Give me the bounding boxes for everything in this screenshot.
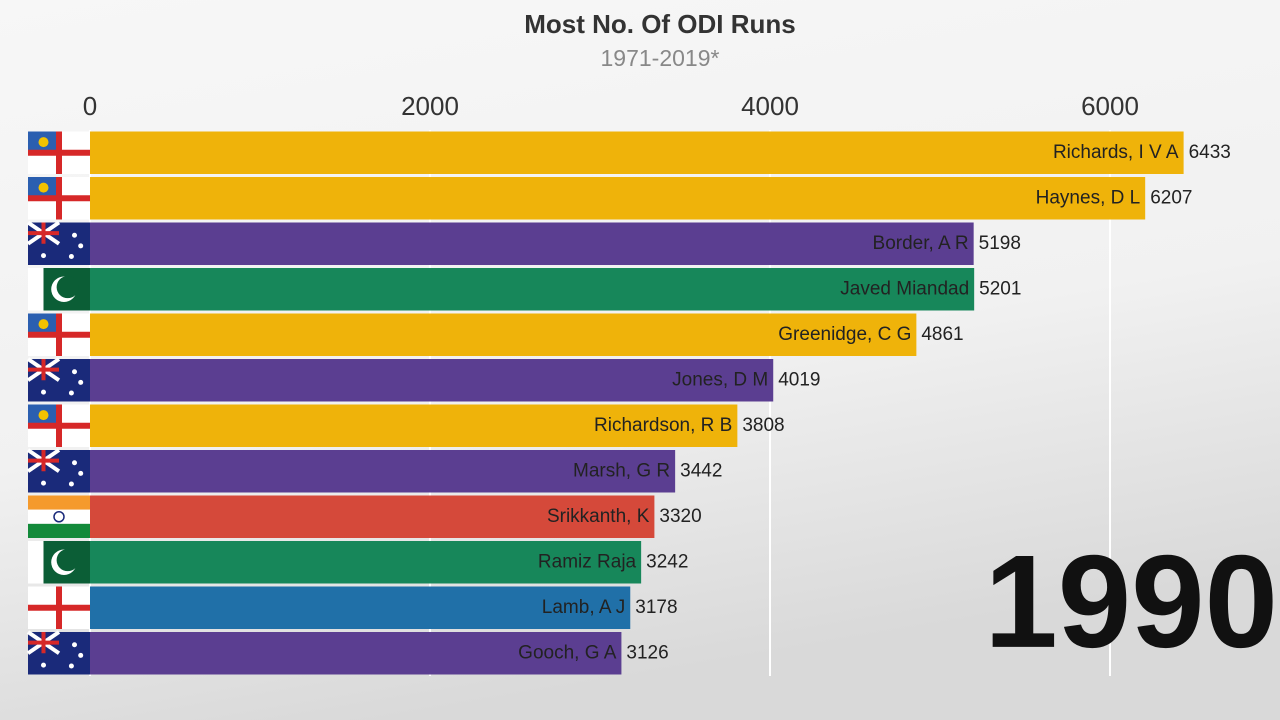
flag (28, 541, 90, 584)
value-label: 5198 (979, 233, 1021, 254)
bar-name: Marsh, G R (573, 460, 670, 481)
flag (26, 448, 90, 493)
flag-part (28, 523, 90, 538)
value-label: 3808 (742, 415, 784, 436)
bar (90, 313, 917, 356)
flag-part (28, 640, 59, 645)
flag (28, 586, 90, 629)
flag (26, 357, 90, 402)
flag-part (28, 604, 90, 611)
flag-part (28, 458, 59, 463)
value-label: 5201 (979, 278, 1021, 299)
value-label: 6433 (1189, 142, 1231, 163)
bar-name: Gooch, G A (518, 642, 617, 663)
bar-name: Haynes, D L (1036, 187, 1141, 208)
bar (90, 131, 1184, 174)
flag-part (78, 379, 84, 385)
value-label: 4861 (921, 324, 963, 345)
bar (90, 404, 738, 447)
bar (90, 450, 676, 493)
flag-part (41, 480, 46, 486)
bar-name: Lamb, A J (542, 597, 625, 618)
flag (28, 495, 90, 538)
flag (28, 313, 90, 356)
flag (28, 404, 90, 447)
bar (90, 495, 655, 538)
flag-part (28, 231, 59, 236)
flag-part (28, 331, 90, 338)
flag-part (56, 276, 79, 299)
bar-name: Richardson, R B (594, 415, 732, 436)
flag-part (38, 319, 49, 330)
flag-part (38, 410, 49, 421)
flag (28, 131, 90, 174)
bar (90, 541, 642, 584)
bar (90, 586, 631, 629)
flag-part (28, 422, 90, 429)
flag-part (78, 652, 84, 658)
flag (28, 268, 90, 311)
flag-part (38, 182, 49, 193)
flag-part (53, 511, 65, 523)
flag-part (28, 367, 59, 372)
flag (26, 220, 90, 265)
x-tick-label: 4000 (741, 91, 799, 121)
bar-name: Border, A R (873, 233, 969, 254)
flag-part (68, 663, 74, 669)
flag-part (68, 481, 74, 487)
bar (90, 359, 774, 402)
x-tick-label: 0 (83, 91, 97, 121)
flag-part (68, 390, 74, 396)
bar (90, 177, 1146, 220)
flag-part (28, 149, 90, 156)
flag-part (28, 195, 90, 202)
bar-name: Ramiz Raja (538, 551, 637, 572)
flag-part (72, 232, 77, 238)
x-tick-label: 2000 (401, 91, 459, 121)
value-label: 3178 (635, 597, 677, 618)
flag-part (41, 389, 46, 395)
flag-part (78, 470, 84, 476)
bar-name: Greenidge, C G (778, 324, 911, 345)
bars: Richards, I V A 6433 Haynes, D L 6207 Border… (26, 131, 1231, 675)
value-label: 3242 (646, 551, 688, 572)
flag-part (28, 509, 90, 524)
flag (26, 630, 90, 675)
x-tick-label: 6000 (1081, 91, 1139, 121)
flag-part (78, 243, 84, 249)
flag (28, 177, 90, 220)
flag-part (56, 549, 79, 572)
chart-subtitle: 1971-2019* (601, 45, 720, 71)
flag-part (72, 369, 77, 375)
flag-part (68, 254, 74, 259)
value-label: 6207 (1150, 187, 1192, 208)
year-label: 1990 (984, 528, 1278, 675)
bar-name: Javed Miandad (840, 278, 969, 299)
flag-part (72, 642, 77, 648)
grid (89, 130, 1111, 676)
bar-name: Srikkanth, K (547, 506, 650, 527)
flag-part (28, 495, 90, 510)
value-label: 3442 (680, 460, 722, 481)
flag-part (41, 253, 46, 259)
bar (90, 222, 974, 265)
flag-part (72, 460, 77, 466)
chart-title: Most No. Of ODI Runs (524, 9, 796, 39)
flag-part (41, 662, 46, 668)
value-label: 3320 (659, 506, 701, 527)
bar (90, 268, 975, 311)
flag-part (38, 137, 49, 148)
bar-name: Jones, D M (672, 369, 768, 390)
value-label: 3126 (626, 642, 668, 663)
bar-name: Richards, I V A (1053, 142, 1179, 163)
value-label: 4019 (778, 369, 820, 390)
bar (90, 632, 622, 675)
